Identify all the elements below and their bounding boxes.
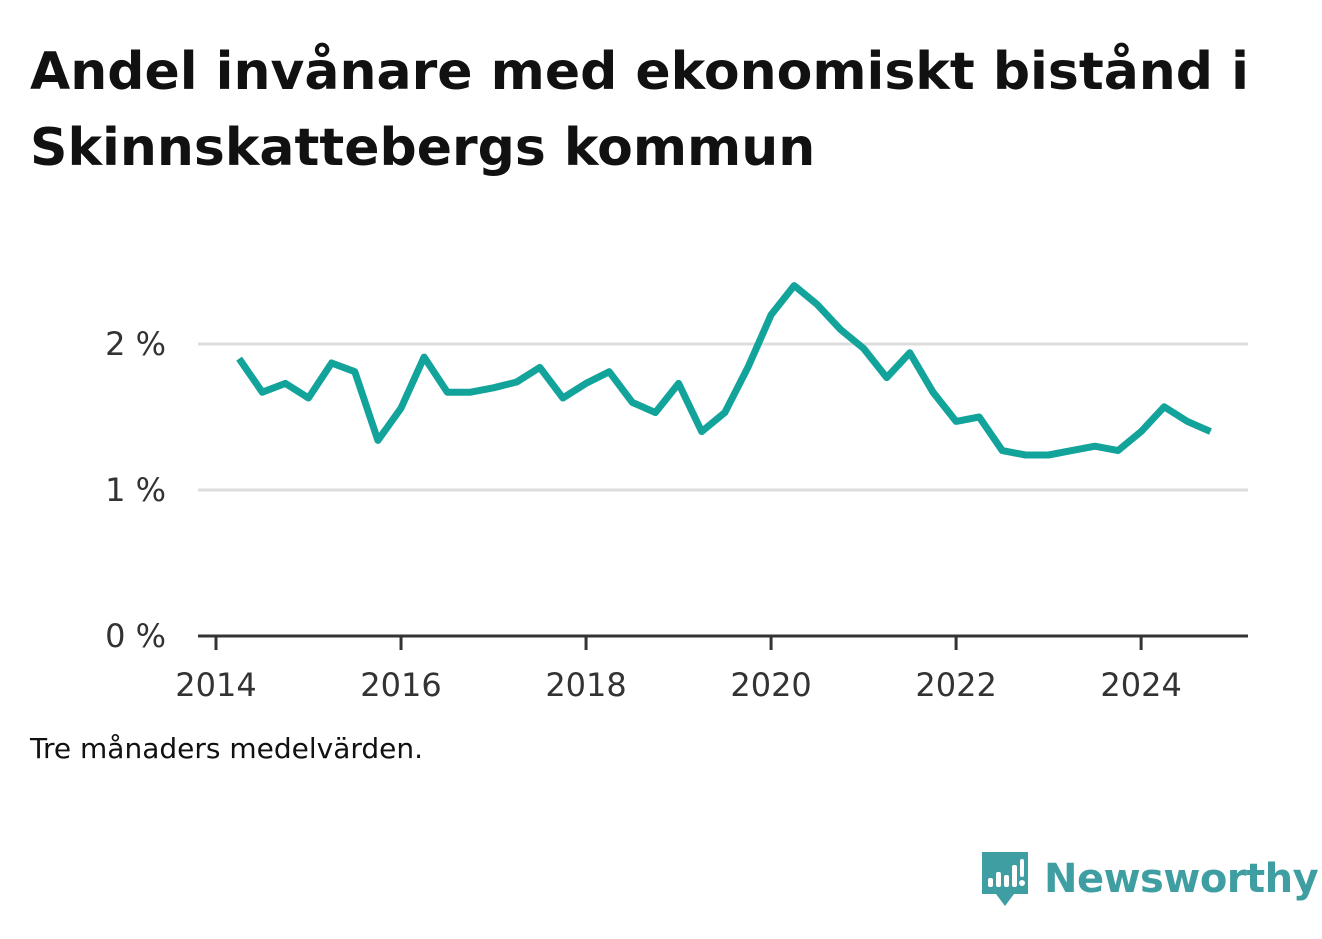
x-tick-label: 2022 [915, 666, 996, 704]
y-tick-label: 1 % [105, 471, 166, 509]
chart-title: Andel invånare med ekonomiskt bistånd i … [30, 42, 1249, 178]
y-tick-label: 2 % [105, 325, 166, 363]
x-tick-label: 2018 [545, 666, 626, 704]
series-line [236, 282, 1212, 459]
x-tick-label: 2024 [1100, 666, 1181, 704]
x-tick-label: 2020 [730, 666, 811, 704]
chart-note: Tre månaders medelvärden. [30, 732, 424, 765]
series-layer [236, 282, 1212, 459]
x-tick-label: 2014 [175, 666, 256, 704]
newsworthy-logo-icon [982, 852, 1028, 906]
brand-name: Newsworthy [1044, 856, 1319, 902]
x-axis [198, 634, 1248, 650]
x-tick-label: 2016 [360, 666, 441, 704]
gridlines [198, 342, 1248, 492]
x-axis-labels: 2014 2016 2018 2020 2022 2024 [175, 666, 1182, 704]
y-axis-labels: 0 % 1 % 2 % [105, 325, 166, 655]
y-tick-label: 0 % [105, 617, 166, 655]
brand-logo[interactable]: Newsworthy [980, 848, 1319, 910]
